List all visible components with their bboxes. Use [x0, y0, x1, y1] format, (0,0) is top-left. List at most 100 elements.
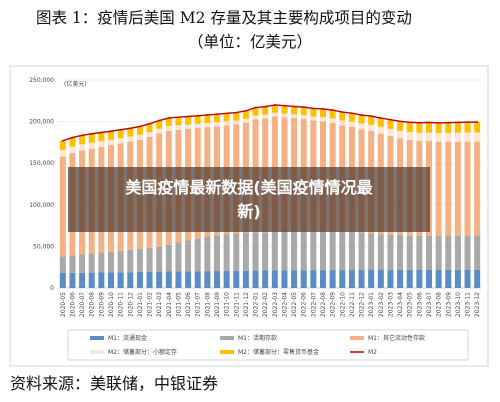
bar-segment [348, 113, 355, 122]
bar-segment [136, 248, 143, 272]
bar-segment [252, 232, 259, 271]
bar-segment [185, 271, 192, 288]
source-note: 资料来源：美联储，中银证券 [10, 374, 219, 393]
bar-segment [242, 110, 249, 119]
bar-segment [435, 133, 442, 142]
x-tick-label: 2020-12 [127, 292, 134, 317]
x-tick-label: 2020-08 [89, 292, 96, 317]
bar-segment [281, 270, 288, 288]
x-tick-label: 2022-09 [330, 292, 337, 317]
x-tick-label: 2022-08 [320, 292, 327, 317]
x-tick-label: 2023-12 [474, 292, 481, 317]
bar-segment [368, 270, 375, 288]
line-point [447, 121, 450, 124]
bar-segment [474, 122, 481, 133]
x-tick-label: 2022-02 [262, 292, 269, 317]
bar-segment [59, 273, 66, 288]
bar-segment [88, 272, 95, 288]
line-point [81, 134, 83, 137]
y-tick-label: 0 [50, 285, 54, 292]
bar-segment [194, 123, 201, 129]
bar-segment [98, 272, 105, 288]
bar-segment [377, 118, 384, 127]
line-point [360, 114, 363, 116]
bar-segment [194, 238, 201, 272]
bar-segment [339, 112, 346, 121]
bar-segment [175, 125, 182, 130]
bar-segment [69, 137, 76, 147]
line-point [245, 109, 247, 112]
bar-segment [185, 124, 192, 130]
bar-segment [474, 132, 481, 142]
bar-segment [426, 269, 432, 288]
x-tick-label: 2023-07 [426, 292, 433, 317]
y-tick-label: 50,000 [33, 243, 54, 250]
bar-segment [387, 119, 394, 129]
bar-segment [310, 231, 317, 271]
line-point [71, 136, 74, 139]
bar-segment [454, 269, 461, 288]
bar-segment [156, 271, 163, 288]
x-tick-label: 2022-01 [253, 292, 260, 317]
bar-segment [233, 270, 240, 288]
bar-segment [59, 156, 66, 257]
bar-segment [329, 118, 336, 123]
line-point [61, 139, 64, 142]
x-tick-label: 2023-11 [465, 292, 472, 317]
bar-segment [291, 270, 298, 288]
bar-segment [445, 141, 452, 236]
x-tick-label: 2021-01 [137, 292, 144, 317]
bar-segment [397, 269, 404, 288]
bar-segment [242, 270, 249, 288]
bar-segment [271, 270, 278, 288]
bar-segment [214, 122, 220, 127]
bar-segment [339, 120, 346, 126]
bar-segment [474, 269, 481, 288]
bar-segment [377, 126, 384, 134]
bar-segment [445, 122, 452, 133]
line-point [139, 125, 141, 128]
bar-segment [223, 234, 230, 271]
bar-segment [127, 136, 134, 142]
bar-segment [175, 271, 182, 288]
bar-segment [435, 122, 442, 134]
bar-segment [262, 114, 269, 119]
bar-segment [445, 132, 452, 142]
line-point [302, 106, 305, 109]
line-point [312, 107, 315, 110]
bar-segment [88, 133, 95, 143]
y-tick-label: 200,000 [29, 119, 54, 126]
x-tick-label: 2023-01 [368, 292, 375, 317]
bar-segment [79, 272, 86, 288]
x-tick-label: 2023-06 [416, 292, 423, 317]
bar-segment [59, 140, 66, 150]
x-tick-label: 2023-10 [455, 292, 462, 317]
bar-segment [88, 142, 95, 149]
bar-segment [146, 271, 153, 288]
bar-segment [300, 230, 307, 271]
x-tick-label: 2020-10 [108, 292, 115, 317]
bar-segment [329, 231, 336, 271]
x-tick-label: 2022-05 [291, 292, 298, 317]
x-tick-label: 2021-04 [166, 292, 173, 317]
bar-segment [108, 272, 114, 288]
bar-segment [300, 270, 307, 288]
legend-swatch [350, 336, 364, 340]
bar-segment [69, 146, 76, 154]
bar-segment [271, 104, 278, 113]
x-tick-label: 2022-11 [349, 292, 356, 317]
bar-segment [416, 122, 423, 133]
title: 图表 1：疫情后美国 M2 存量及其主要构成项目的变动 [36, 9, 412, 27]
line-point [158, 119, 161, 122]
line-point [254, 106, 257, 109]
bar-segment [59, 149, 66, 157]
bar-segment [416, 132, 423, 141]
legend-label: M1：活期存款 [238, 334, 277, 342]
bar-segment [156, 128, 163, 134]
x-tick-label: 2023-03 [387, 292, 394, 317]
bar-segment [435, 235, 442, 270]
bar-segment [252, 115, 259, 120]
bar-segment [406, 269, 413, 288]
x-tick-label: 2022-10 [339, 292, 346, 317]
